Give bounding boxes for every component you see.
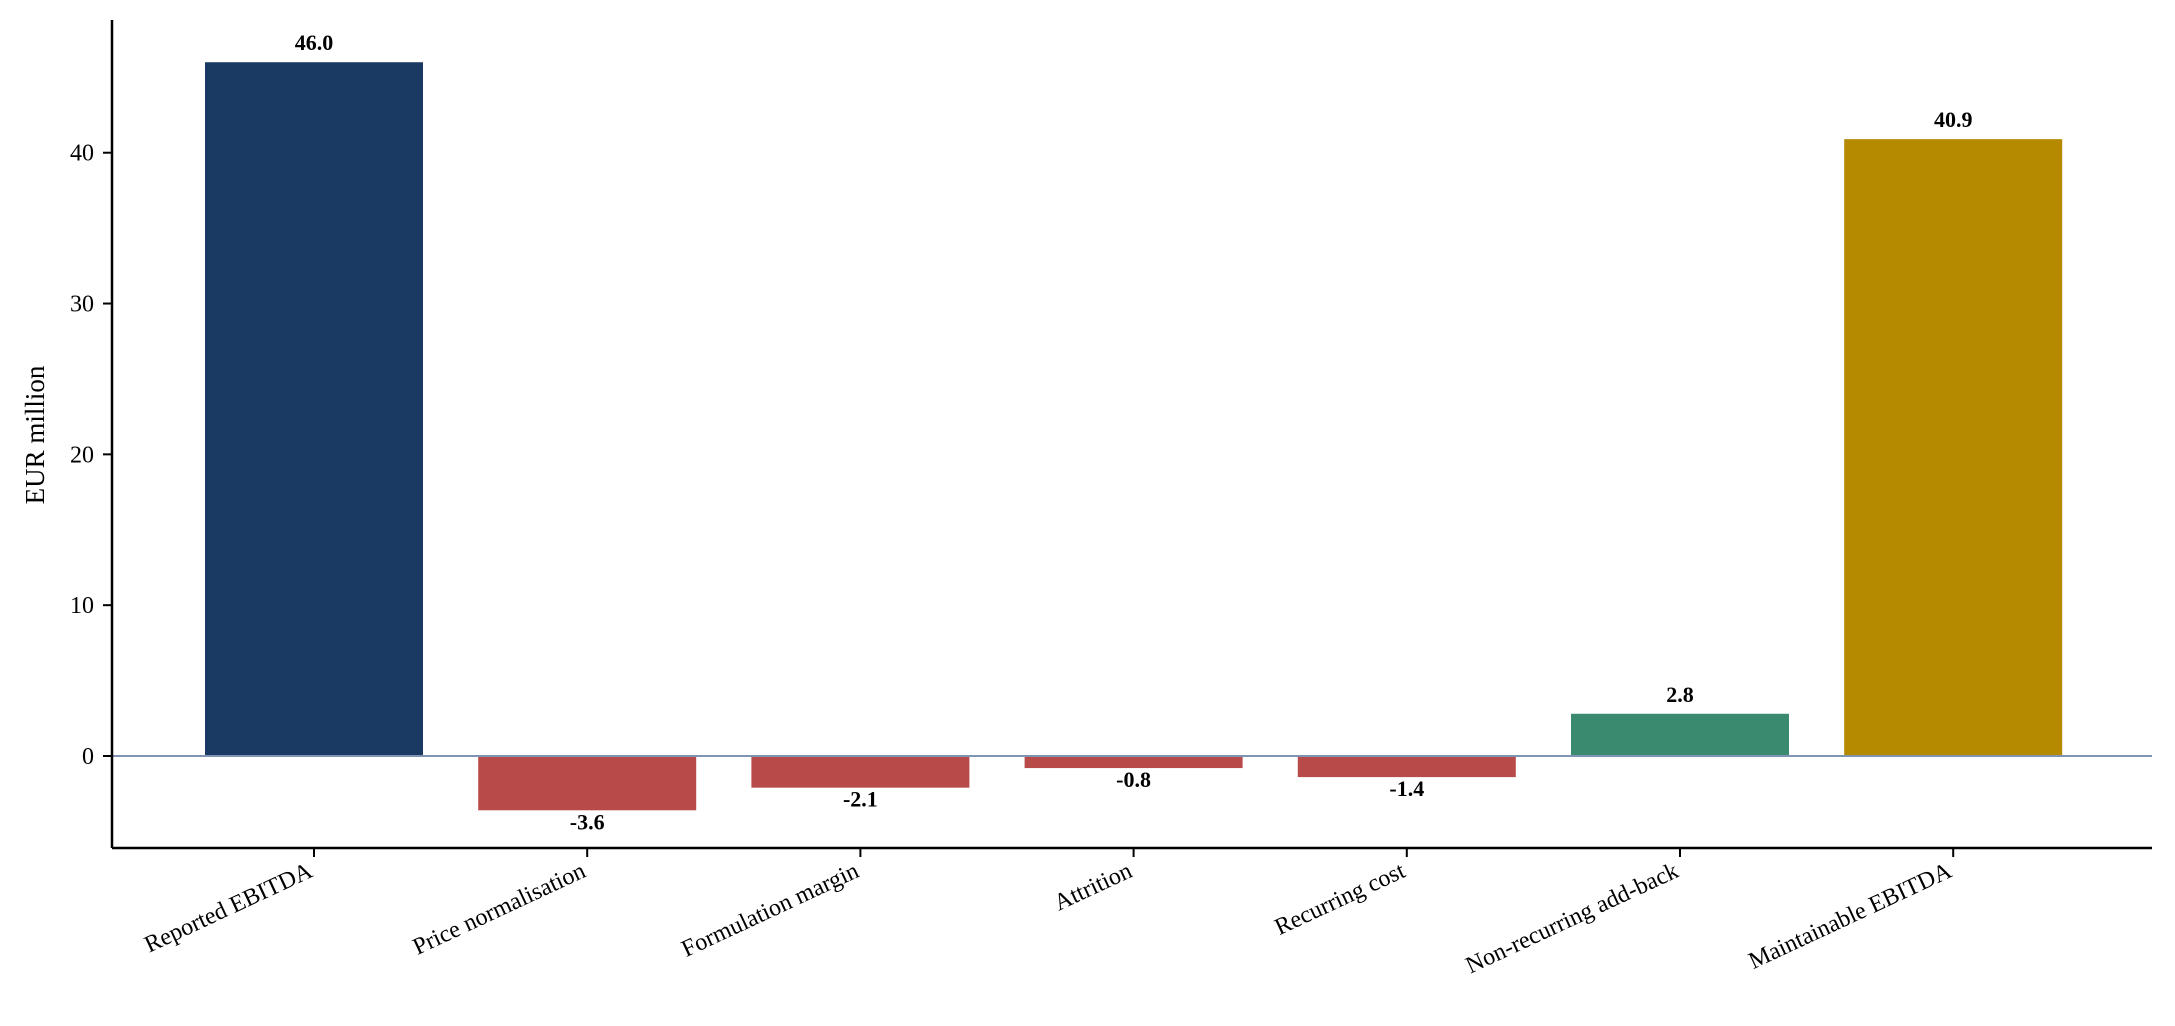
bar-recurring-cost (1297, 756, 1516, 778)
bar-maintainable-ebitda (1844, 139, 2063, 757)
y-tick-label: 10 (70, 593, 94, 619)
value-label: -2.1 (843, 787, 878, 812)
y-tick-label: 40 (70, 141, 94, 167)
value-labels-group: 46.0 -3.6 -2.1 -0.8 -1.4 2.8 40.9 (295, 30, 1973, 834)
x-tick-label: Price normalisation (409, 858, 590, 961)
value-label: 2.8 (1666, 682, 1694, 707)
x-tick-label: Non-recurring add-back (1462, 858, 1683, 979)
bar-formulation-margin (751, 756, 970, 788)
value-label: 40.9 (1934, 107, 1973, 132)
bar-reported-ebitda (205, 62, 423, 757)
y-ticks-group: 0 10 20 30 40 (70, 141, 112, 770)
value-label: 46.0 (295, 30, 334, 55)
x-ticks-group: Reported EBITDA Price normalisation Formul… (141, 848, 1957, 979)
x-tick-label: Formulation margin (678, 858, 863, 963)
bar-price-normalisation (478, 756, 697, 811)
x-tick-label: Attrition (1050, 858, 1136, 917)
y-tick-label: 0 (82, 744, 94, 770)
bar-attrition (1024, 756, 1243, 769)
y-tick-label: 30 (70, 292, 94, 318)
x-tick-label: Maintainable EBITDA (1745, 858, 1957, 975)
bars-group (205, 62, 2063, 811)
y-axis-label: EUR million (20, 365, 50, 504)
x-tick-label: Reported EBITDA (141, 858, 318, 959)
y-tick-label: 20 (70, 442, 94, 468)
bar-non-recurring-add-back (1571, 713, 1789, 756)
value-label: -1.4 (1389, 776, 1424, 801)
x-tick-label: Recurring cost (1271, 858, 1410, 941)
value-label: -3.6 (570, 809, 605, 834)
value-label: -0.8 (1116, 767, 1151, 792)
